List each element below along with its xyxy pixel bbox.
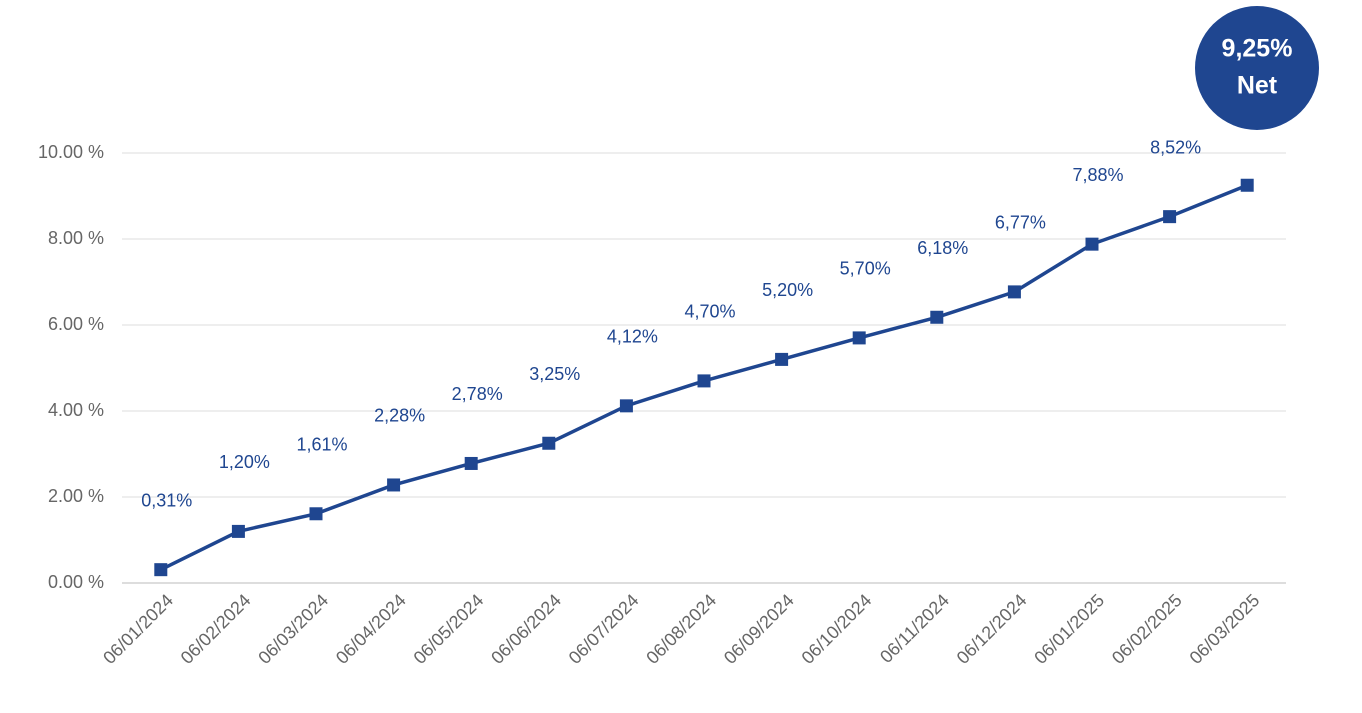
x-tick-label: 06/07/2024 — [565, 590, 643, 668]
y-tick-label: 6.00 % — [48, 314, 104, 334]
x-tick-label: 06/01/2024 — [99, 590, 177, 668]
badge-value: 9,25% — [1222, 35, 1293, 63]
data-label: 5,20% — [762, 280, 813, 300]
x-tick-label: 06/03/2025 — [1186, 590, 1264, 668]
marker — [1163, 210, 1177, 224]
marker — [852, 331, 866, 345]
marker — [697, 374, 711, 388]
marker — [930, 310, 944, 324]
marker — [1240, 178, 1254, 192]
marker — [542, 436, 556, 450]
marker — [1007, 285, 1021, 299]
y-tick-label: 2.00 % — [48, 486, 104, 506]
y-tick-label: 4.00 % — [48, 400, 104, 420]
x-tick-label: 06/02/2024 — [177, 590, 255, 668]
x-tick-label: 06/11/2024 — [876, 590, 953, 667]
data-label: 6,18% — [917, 238, 968, 258]
data-label: 2,78% — [452, 384, 503, 404]
marker — [775, 352, 789, 366]
x-tick-label: 06/12/2024 — [953, 590, 1031, 668]
data-label: 5,70% — [840, 259, 891, 279]
badge-label: Net — [1237, 72, 1278, 100]
data-label: 0,31% — [141, 490, 192, 510]
y-tick-label: 0.00 % — [48, 572, 104, 592]
data-label: 8,52% — [1150, 137, 1201, 157]
marker — [154, 563, 168, 577]
data-label: 1,61% — [296, 435, 347, 455]
x-tick-label: 06/06/2024 — [487, 590, 565, 668]
x-tick-label: 06/05/2024 — [410, 590, 488, 668]
marker — [1085, 237, 1099, 251]
marker — [309, 507, 323, 521]
marker — [231, 524, 245, 538]
x-tick-label: 06/04/2024 — [332, 590, 410, 668]
x-tick-label: 06/01/2025 — [1030, 590, 1108, 668]
marker — [387, 478, 401, 492]
data-label: 1,20% — [219, 452, 270, 472]
data-label: 3,25% — [529, 364, 580, 384]
data-label: 4,12% — [607, 327, 658, 347]
data-label: 7,88% — [1072, 165, 1123, 185]
data-label: 2,28% — [374, 406, 425, 426]
x-tick-label: 06/09/2024 — [720, 590, 798, 668]
marker — [464, 456, 478, 470]
y-tick-label: 8.00 % — [48, 228, 104, 248]
data-label: 4,70% — [684, 302, 735, 322]
x-tick-label: 06/02/2025 — [1108, 590, 1186, 668]
x-tick-label: 06/03/2024 — [254, 590, 332, 668]
x-tick-label: 06/10/2024 — [798, 590, 876, 668]
y-tick-label: 10.00 % — [38, 142, 104, 162]
marker — [619, 399, 633, 413]
x-tick-label: 06/08/2024 — [642, 590, 720, 668]
badge — [1195, 6, 1319, 130]
data-label: 6,77% — [995, 213, 1046, 233]
